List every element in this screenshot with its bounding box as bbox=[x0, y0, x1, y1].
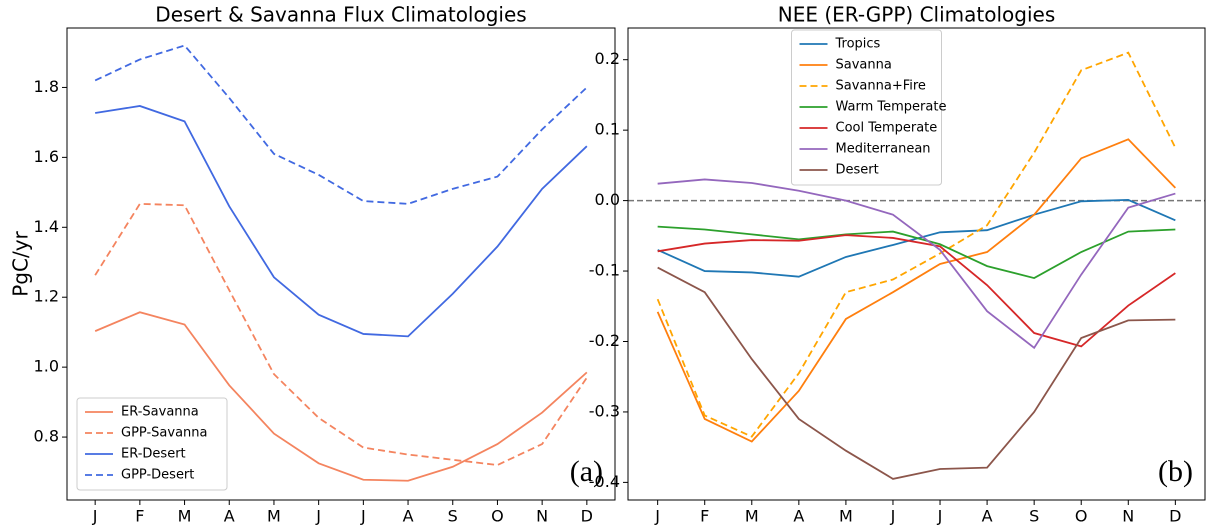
y-tick-label: -0.4 bbox=[589, 472, 620, 491]
x-tick-label: A bbox=[224, 507, 235, 526]
x-tick-label: F bbox=[700, 507, 709, 526]
series-line bbox=[657, 178, 1176, 350]
legend-label: Tropics bbox=[835, 37, 881, 52]
x-tick-label: A bbox=[793, 507, 804, 526]
series-line bbox=[95, 105, 588, 338]
y-tick-label: 1.6 bbox=[34, 147, 59, 166]
series-line bbox=[657, 225, 1176, 280]
legend-label: GPP-Savanna bbox=[121, 426, 207, 441]
x-tick-label: M bbox=[839, 507, 853, 526]
x-tick-label: D bbox=[1169, 507, 1181, 526]
chart-title: Desert & Savanna Flux Climatologies bbox=[155, 3, 526, 27]
x-tick-label: J bbox=[315, 507, 321, 526]
y-tick-label: -0.3 bbox=[589, 401, 620, 420]
series-line bbox=[94, 202, 588, 466]
x-tick-label: O bbox=[491, 507, 504, 526]
y-tick-label: -0.2 bbox=[589, 331, 620, 350]
legend-box bbox=[791, 29, 942, 186]
series-line bbox=[94, 44, 588, 205]
y-axis-label: PgC/yr bbox=[9, 230, 33, 296]
legend-label: GPP-Desert bbox=[121, 468, 194, 483]
x-tick-label: J bbox=[890, 507, 896, 526]
legend-box bbox=[76, 397, 228, 491]
x-tick-label: S bbox=[448, 507, 458, 526]
chart-title: NEE (ER-GPP) Climatologies bbox=[778, 3, 1056, 27]
legend-label: ER-Desert bbox=[121, 447, 186, 462]
legend-label: Warm Temperate bbox=[836, 100, 947, 115]
x-tick-label: J bbox=[937, 507, 943, 526]
x-tick-label: N bbox=[1122, 507, 1134, 526]
x-tick-label: F bbox=[135, 507, 144, 526]
panel-label: (b) bbox=[1158, 455, 1193, 488]
series-line bbox=[657, 234, 1176, 348]
legend-label: Desert bbox=[836, 163, 879, 178]
panel-label: (a) bbox=[570, 455, 603, 488]
legend-label: ER-Savanna bbox=[121, 405, 199, 420]
y-tick-label: 0.8 bbox=[34, 427, 59, 446]
y-tick-label: 0.2 bbox=[595, 49, 620, 68]
plot-frame bbox=[66, 27, 616, 501]
x-tick-label: A bbox=[982, 507, 993, 526]
x-tick-label: J bbox=[360, 507, 366, 526]
y-tick-label: 1.4 bbox=[34, 217, 59, 236]
legend-label: Savanna bbox=[836, 58, 892, 73]
x-tick-label: A bbox=[403, 507, 414, 526]
x-tick-label: J bbox=[92, 507, 98, 526]
x-tick-label: D bbox=[581, 507, 593, 526]
y-tick-label: 1.2 bbox=[34, 287, 59, 306]
legend-label: Mediterranean bbox=[836, 142, 931, 157]
series-line bbox=[656, 51, 1177, 438]
y-tick-label: 0.0 bbox=[595, 190, 620, 209]
y-tick-label: 0.1 bbox=[595, 120, 620, 139]
x-tick-label: M bbox=[267, 507, 281, 526]
plot-frame bbox=[627, 27, 1206, 501]
legend-label: Savanna+Fire bbox=[836, 79, 926, 94]
x-tick-label: J bbox=[654, 507, 660, 526]
x-tick-label: M bbox=[745, 507, 759, 526]
y-tick-label: 1.8 bbox=[34, 77, 59, 96]
series-line bbox=[657, 266, 1176, 480]
x-tick-label: S bbox=[1029, 507, 1039, 526]
y-tick-label: -0.1 bbox=[589, 261, 620, 280]
legend-label: Cool Temperate bbox=[836, 121, 938, 136]
x-tick-label: N bbox=[536, 507, 548, 526]
series-line bbox=[656, 138, 1176, 443]
x-tick-label: M bbox=[178, 507, 192, 526]
x-tick-label: O bbox=[1075, 507, 1088, 526]
y-tick-label: 1.0 bbox=[34, 357, 59, 376]
series-line bbox=[94, 311, 588, 482]
